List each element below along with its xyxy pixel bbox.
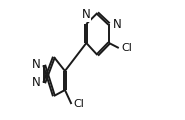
Text: Cl: Cl [121,43,132,53]
Text: N: N [82,8,91,21]
Text: N: N [113,18,121,30]
Text: N: N [32,77,41,90]
Text: Cl: Cl [74,99,85,109]
Text: N: N [32,59,41,72]
